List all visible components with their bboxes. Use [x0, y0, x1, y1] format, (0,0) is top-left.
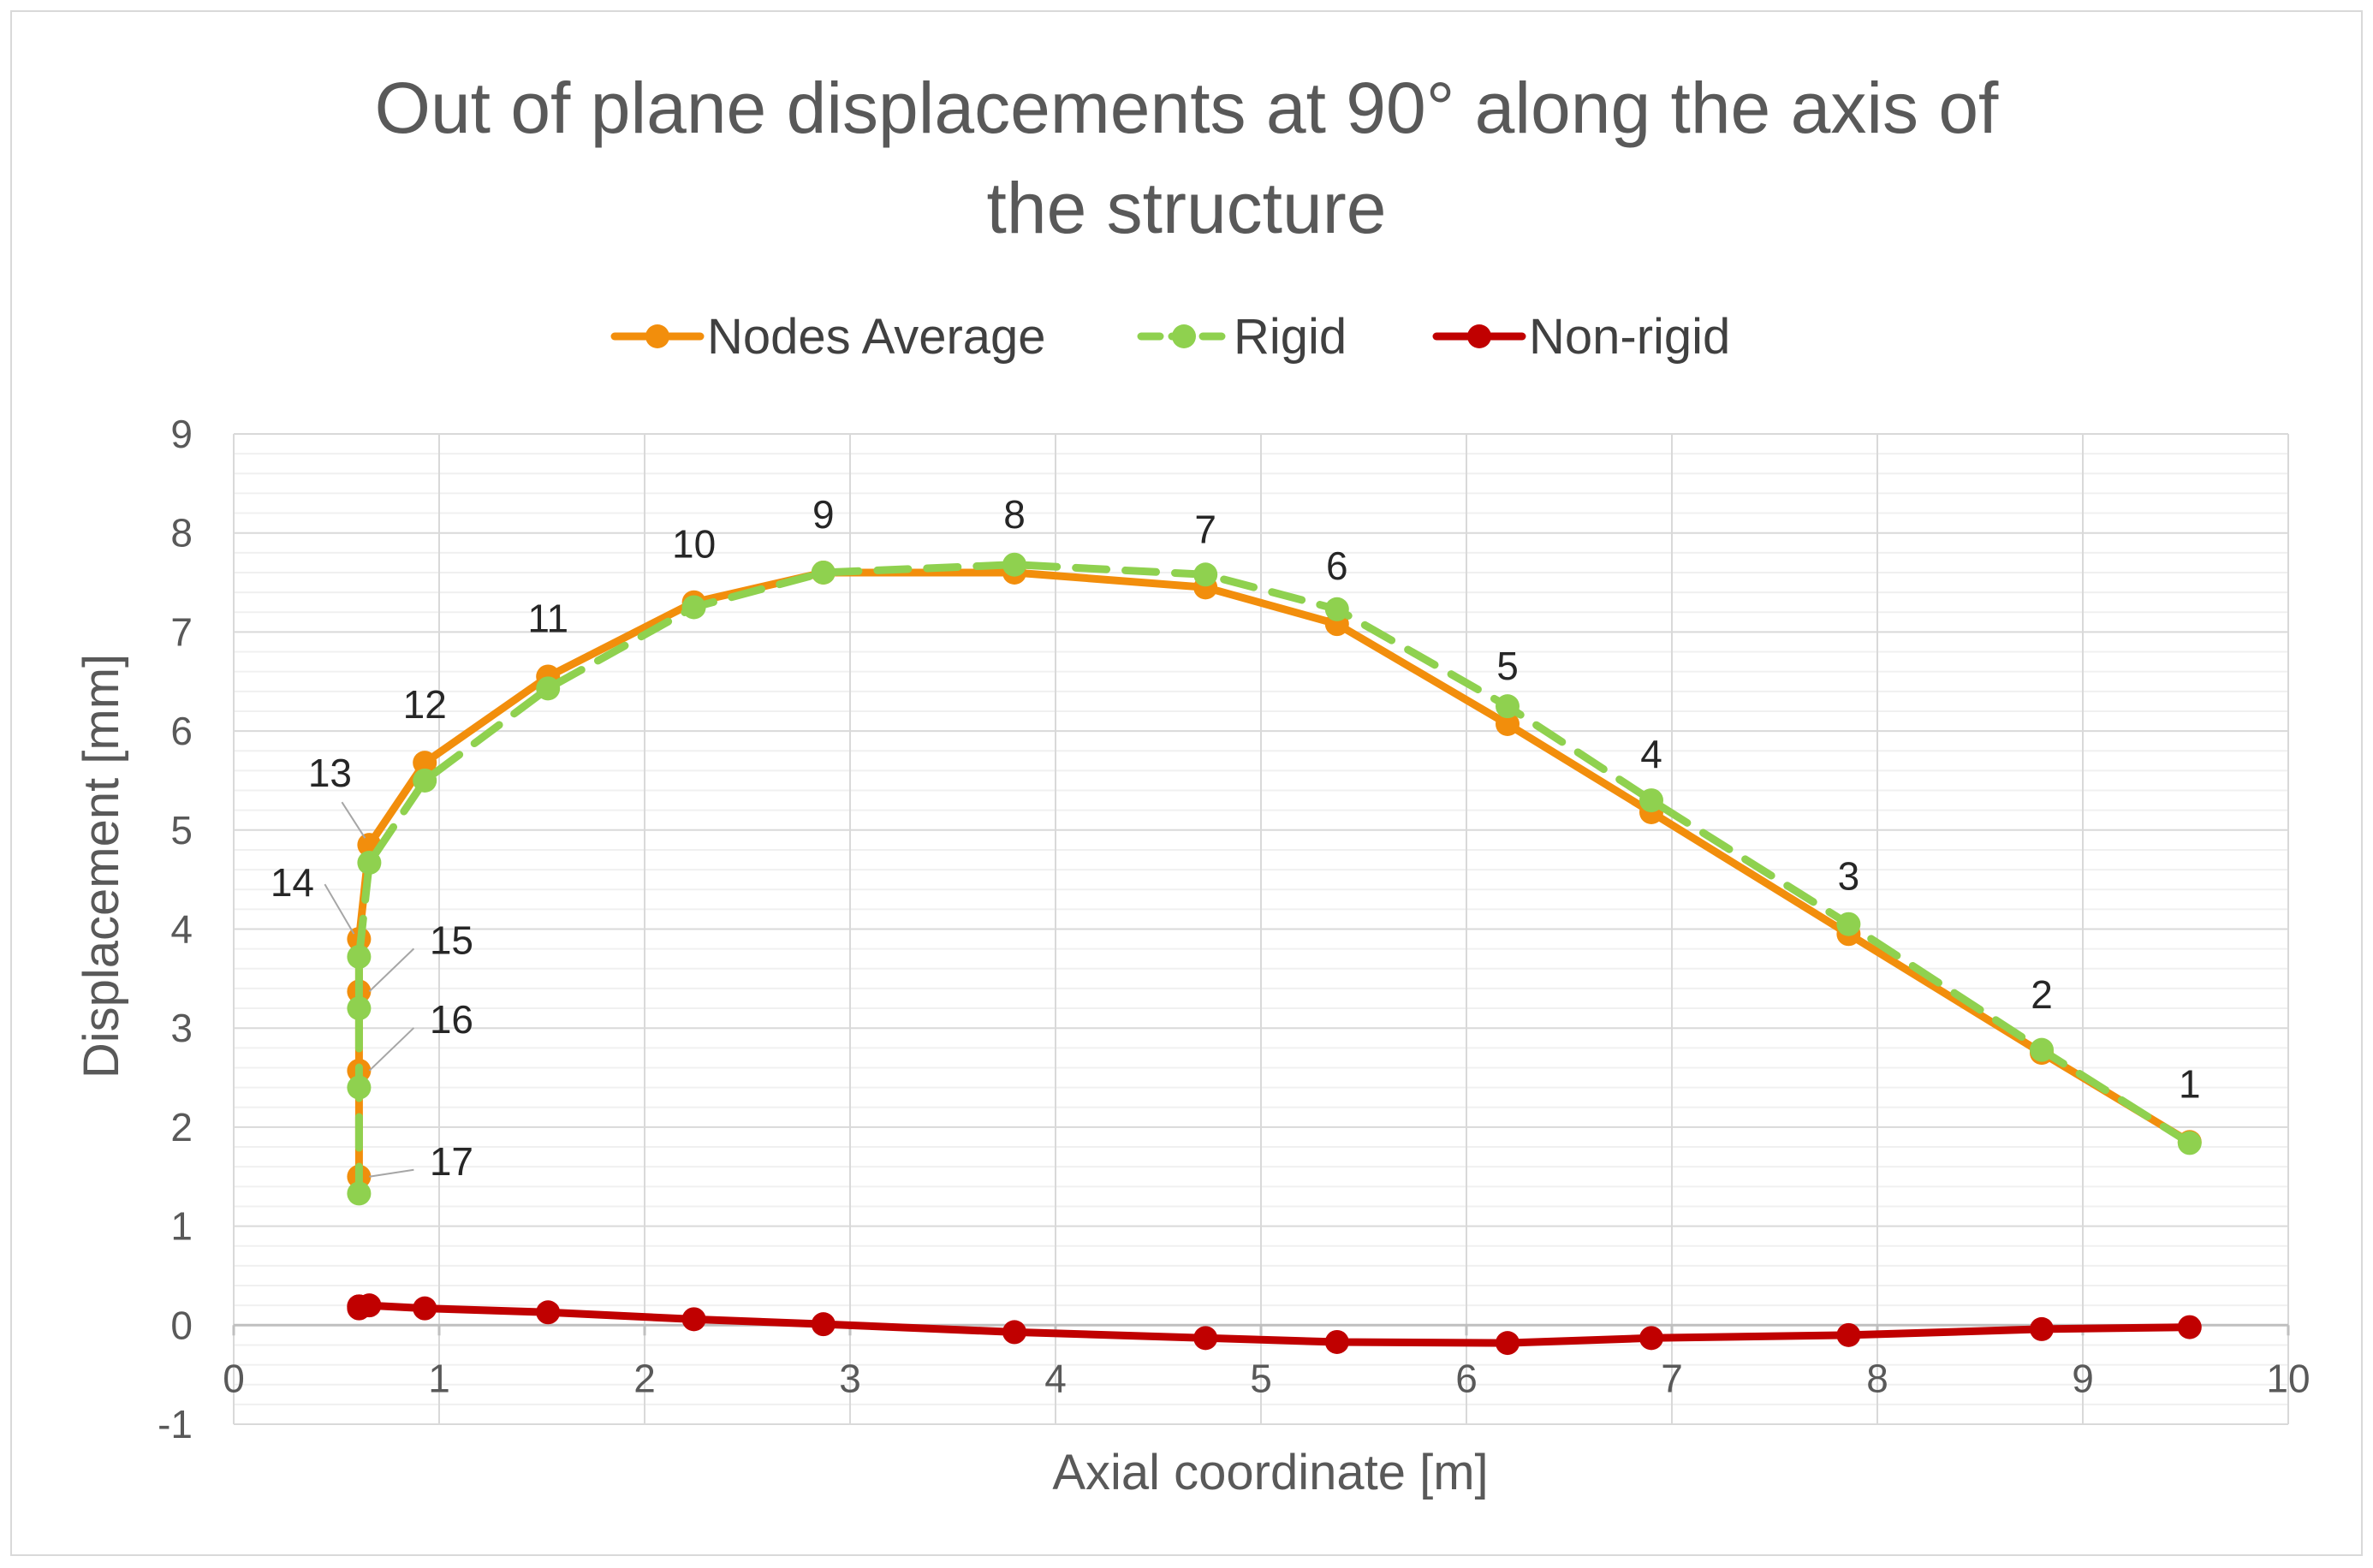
- data-point-rigid: [681, 595, 706, 620]
- chart-title-line-2: the structure: [987, 168, 1387, 248]
- x-tick-label: 8: [1866, 1356, 1888, 1400]
- x-tick-label: 1: [428, 1356, 450, 1400]
- data-point-rigid: [1193, 562, 1218, 587]
- data-point-rigid: [1836, 912, 1861, 936]
- node-label: 15: [430, 918, 473, 962]
- plot-grid: [233, 433, 2289, 1425]
- y-tick-label: 9: [170, 412, 193, 456]
- node-label: 14: [271, 860, 314, 905]
- data-point-nodes-average: [413, 751, 437, 775]
- legend-swatch-marker: [1172, 324, 1196, 348]
- data-point-rigid: [2177, 1131, 2202, 1155]
- data-point-rigid: [347, 944, 372, 969]
- legend-swatch-marker: [645, 324, 669, 348]
- legend-label: Non-rigid: [1529, 309, 1730, 365]
- y-tick-label: 8: [170, 511, 193, 555]
- x-tick-label: 3: [839, 1356, 861, 1400]
- x-tick-label: 6: [1455, 1356, 1478, 1400]
- series-line-rigid: [354, 561, 2194, 1197]
- x-tick-label: 9: [2072, 1356, 2094, 1400]
- chart-frame: [10, 10, 2363, 1556]
- y-tick-label: 0: [170, 1303, 193, 1347]
- data-point-rigid: [347, 996, 372, 1021]
- node-label: 11: [527, 596, 568, 640]
- data-point-non-rigid: [2177, 1315, 2202, 1339]
- node-label: 2: [2031, 972, 2053, 1017]
- node-label: 6: [1326, 543, 1348, 588]
- plot-series: [347, 552, 2202, 1356]
- data-point-non-rigid: [536, 1300, 561, 1325]
- chart-title: Out of plane displacements at 90° along …: [375, 68, 1999, 248]
- data-point-rigid: [1496, 694, 1520, 719]
- x-tick-label: 7: [1661, 1356, 1683, 1400]
- data-point-non-rigid: [1193, 1326, 1218, 1351]
- node-label-leader: [368, 1027, 415, 1072]
- legend-label: Rigid: [1234, 309, 1347, 365]
- data-point-rigid: [1002, 552, 1026, 577]
- data-point-non-rigid: [1324, 1329, 1349, 1354]
- series-line-nodes-average: [354, 568, 2194, 1181]
- data-point-nodes-average: [1496, 712, 1520, 737]
- data-point-rigid: [357, 850, 382, 875]
- node-label: 3: [1838, 853, 1860, 898]
- y-axis-title: Displacement [mm]: [74, 654, 129, 1078]
- data-point-rigid: [413, 768, 437, 793]
- x-axis-title: Axial coordinate [m]: [1052, 1445, 1488, 1500]
- node-label: 8: [1003, 492, 1026, 537]
- chart-legend: Nodes Average Rigid Non-rigid: [610, 309, 1730, 365]
- y-tick-label: 6: [170, 709, 193, 753]
- y-tick-label: 1: [170, 1204, 193, 1249]
- data-point-non-rigid: [1639, 1326, 1663, 1351]
- data-point-non-rigid: [1496, 1331, 1520, 1356]
- data-point-rigid: [347, 1075, 372, 1100]
- legend-swatch-marker: [1467, 324, 1491, 348]
- y-tick-label: 7: [170, 609, 193, 654]
- data-point-non-rigid: [1836, 1322, 1861, 1347]
- x-tick-label: 2: [633, 1356, 656, 1400]
- node-label: 9: [812, 492, 835, 537]
- data-point-non-rigid: [413, 1296, 437, 1321]
- node-label-leader: [369, 1168, 414, 1178]
- y-tick-label: -1: [158, 1402, 193, 1446]
- node-label: 17: [430, 1139, 473, 1184]
- node-label: 5: [1496, 644, 1519, 688]
- node-label: 16: [430, 997, 473, 1042]
- x-tick-label: 4: [1044, 1356, 1067, 1400]
- chart-title-line-1: Out of plane displacements at 90° along …: [375, 68, 1999, 148]
- x-tick-label: 0: [223, 1356, 245, 1400]
- node-label: 1: [2179, 1061, 2201, 1106]
- x-tick-label: 10: [2266, 1356, 2310, 1400]
- node-label-leader: [341, 801, 366, 839]
- data-point-non-rigid: [1002, 1320, 1026, 1345]
- x-tick-label: 5: [1250, 1356, 1272, 1400]
- node-label: 10: [672, 522, 716, 567]
- y-tick-label: 4: [170, 907, 193, 952]
- data-point-rigid: [347, 1181, 372, 1206]
- data-point-rigid: [2030, 1037, 2054, 1062]
- legend-label: Nodes Average: [707, 309, 1046, 365]
- node-label: 12: [403, 682, 447, 727]
- data-point-non-rigid: [347, 1296, 372, 1321]
- data-point-rigid: [811, 560, 836, 585]
- y-tick-label: 5: [170, 808, 193, 852]
- data-point-non-rigid: [811, 1312, 836, 1337]
- y-tick-label: 2: [170, 1105, 193, 1149]
- node-label-leader: [368, 947, 415, 993]
- node-label: 4: [1640, 732, 1662, 776]
- data-point-non-rigid: [681, 1307, 706, 1332]
- data-point-non-rigid: [2030, 1316, 2054, 1341]
- data-point-rigid: [1639, 788, 1663, 813]
- data-point-rigid: [536, 676, 561, 701]
- node-label: 7: [1194, 507, 1216, 551]
- y-tick-label: 3: [170, 1006, 193, 1050]
- node-label-leader: [324, 883, 355, 935]
- data-point-rigid: [1324, 597, 1349, 621]
- node-label: 13: [308, 751, 352, 795]
